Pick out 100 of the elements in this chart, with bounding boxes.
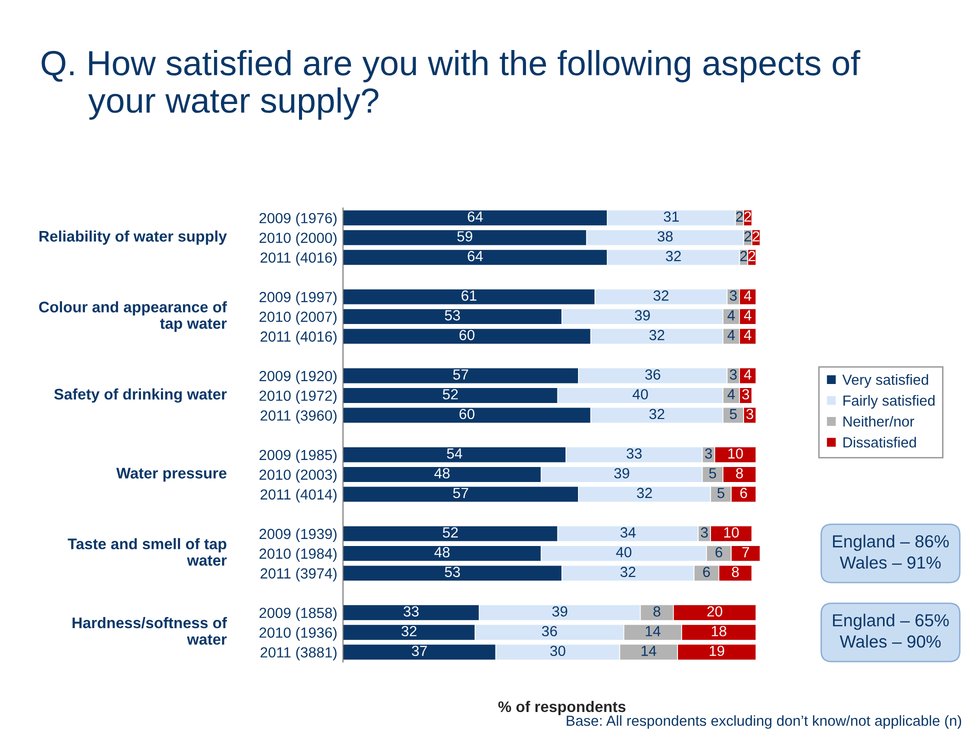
data-label: 30 — [550, 646, 566, 656]
data-label: 4 — [744, 310, 752, 320]
data-label: 3 — [700, 527, 708, 538]
data-label: 6 — [703, 566, 710, 578]
data-label: 4 — [744, 370, 752, 380]
data-label: 39 — [552, 606, 568, 617]
data-label: 18 — [712, 626, 726, 636]
y-tick-label: 2010 (2003) — [260, 469, 337, 483]
data-label: 5 — [730, 409, 737, 420]
y-tick-label: 2010 (1984) — [260, 548, 337, 562]
y-tick-label: 2009 (1920) — [260, 370, 337, 384]
data-label: 33 — [626, 448, 642, 459]
data-label: 20 — [707, 606, 722, 617]
data-label: 3 — [746, 408, 754, 420]
y-tick-label: 2010 (1936) — [260, 627, 337, 641]
data-label: 2 — [752, 231, 760, 242]
data-label: 53 — [444, 566, 460, 578]
y-tick-label: 2011 (4016) — [260, 331, 337, 345]
data-label: 5 — [709, 468, 716, 478]
y-tick-label: 2009 (1997) — [260, 292, 337, 306]
data-label: 39 — [614, 468, 630, 478]
data-label: 4 — [728, 389, 735, 400]
y-tick-label: 2011 (4014) — [260, 488, 337, 503]
data-label: 2 — [744, 231, 752, 242]
y-tick-label: 2011 (3960) — [260, 410, 337, 424]
data-label: 3 — [705, 448, 712, 459]
x-axis-title: % of respondents — [498, 700, 626, 716]
data-label: 32 — [649, 330, 664, 340]
data-label: 48 — [434, 468, 450, 478]
data-label: 8 — [653, 606, 660, 617]
data-label: 2 — [744, 211, 752, 222]
y-tick-label: 2010 (1972) — [260, 390, 337, 404]
text: Water pressure — [116, 468, 226, 482]
data-label: 36 — [542, 626, 557, 636]
data-label: 10 — [724, 527, 739, 538]
y-tick-label: 2011 (4016) — [260, 252, 337, 266]
y-tick-label: 2009 (1985) — [260, 449, 337, 464]
y-tick-label: 2010 (2000) — [260, 232, 337, 246]
data-label: 64 — [468, 250, 483, 262]
data-label: 3 — [730, 290, 737, 301]
data-label: 57 — [453, 370, 468, 380]
text: Reliability of water supply — [40, 230, 227, 245]
data-label: 52 — [442, 527, 458, 538]
y-tick-label: 2010 (2007) — [260, 311, 337, 325]
data-label: 32 — [402, 626, 416, 636]
data-label: 34 — [620, 527, 636, 538]
text: Taste and smell of tap water — [68, 538, 227, 566]
data-label: 4 — [728, 330, 735, 340]
data-label: 2 — [748, 250, 756, 262]
data-label: 64 — [468, 211, 483, 222]
data-label: 40 — [632, 389, 648, 400]
data-label: 33 — [404, 606, 419, 617]
data-label: 32 — [636, 488, 652, 498]
data-label: 5 — [717, 488, 724, 498]
y-tick-label: 2011 (3974) — [260, 568, 337, 582]
data-label: 6 — [740, 488, 748, 498]
data-label: 32 — [620, 566, 636, 578]
y-tick-label: 2009 (1976) — [260, 212, 337, 226]
y-tick-label: 2011 (3881) — [260, 646, 337, 660]
data-label: 32 — [653, 290, 668, 301]
data-label: 60 — [460, 408, 474, 420]
data-label: 36 — [645, 369, 660, 380]
text: Base: All respondents excluding don’t know/not applicable (n) — [566, 715, 962, 729]
data-label: 31 — [664, 211, 679, 222]
data-label: 40 — [616, 547, 632, 558]
data-label: 38 — [658, 231, 673, 242]
data-label: 4 — [744, 290, 752, 301]
data-label: 10 — [728, 448, 743, 459]
data-label: 61 — [462, 290, 476, 301]
data-label: 53 — [444, 310, 460, 320]
legend-label: Very satisfied — [842, 374, 928, 388]
data-label: 19 — [710, 646, 724, 656]
data-label: 14 — [646, 626, 660, 636]
data-label: 32 — [649, 408, 664, 420]
data-label: 4 — [744, 330, 752, 340]
data-label: 59 — [457, 231, 472, 242]
data-label: 2 — [740, 250, 747, 262]
chart-title: Q. How satisfied are you with the following aspects of your water supply? — [42, 50, 860, 120]
text: Colour and appearance of tap water — [39, 301, 227, 332]
data-label: 2 — [736, 211, 743, 222]
text: Safety of drinking water — [54, 388, 227, 403]
data-label: 60 — [460, 330, 474, 340]
data-label: 7 — [742, 547, 750, 558]
data-label: 3 — [742, 389, 750, 400]
text: Hardness/softness of water — [72, 617, 227, 645]
data-label: 32 — [666, 250, 681, 262]
data-label: 54 — [446, 448, 462, 459]
y-tick-label: 2009 (1939) — [260, 528, 337, 542]
data-label: 39 — [634, 310, 650, 320]
data-label: 3 — [730, 369, 737, 380]
legend-label: Dissatisfied — [843, 436, 916, 448]
y-tick-label: 2009 (1858) — [260, 607, 337, 621]
data-label: 48 — [434, 547, 450, 558]
data-label: 52 — [442, 389, 458, 400]
data-label: 37 — [412, 646, 427, 656]
legend-label: Neither/nor — [843, 416, 914, 427]
data-label: 57 — [453, 488, 468, 498]
data-label: 8 — [736, 468, 743, 478]
text: England – 65% Wales – 90% — [833, 614, 949, 648]
data-label: 14 — [642, 646, 656, 656]
